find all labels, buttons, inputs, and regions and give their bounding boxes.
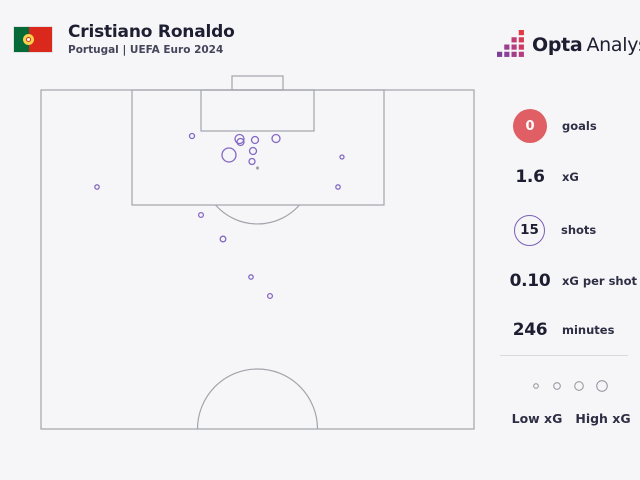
brand-word-opta: Opta [532,33,583,56]
legend-high-xg-label: High xG [575,411,631,426]
stats-legend-divider [500,355,628,356]
stat-row-minutes: 246 minutes [498,319,615,341]
shot-marker [221,147,237,163]
portugal-flag [14,27,52,52]
minutes-value: 246 [512,320,548,340]
xg-per-shot-label: xG per shot [562,274,637,288]
penalty-box [131,89,385,206]
brand-word-analyst: Analyst [586,33,640,56]
legend-size-circles-group [533,380,608,392]
legend-size-circle [553,382,561,390]
legend-size-circle [574,381,584,391]
penalty-arc [215,204,300,225]
page-title: Cristiano Ronaldo [68,22,235,42]
legend-size-circle [596,380,608,392]
minutes-label: minutes [562,323,615,337]
flag-emblem-shield [26,37,31,42]
shot-marker [250,135,260,145]
stat-row-shots: 15 shots [498,214,596,246]
flag-green-band [14,27,29,52]
shot-marker [236,137,245,147]
stat-row-xg-per-shot: 0.10 xG per shot [498,270,637,292]
pitch-boundary-line [40,89,475,430]
shot-marker [248,157,256,166]
shot-markers-group [94,132,345,300]
flag-red-band [29,27,52,52]
shot-marker [248,274,254,280]
goals-badge: 0 [513,109,547,143]
stat-row-xg: 1.6 xG [498,166,579,188]
legend-low-xg-label: Low xG [511,411,563,426]
shot-marker [94,184,100,190]
shots-badge: 15 [514,214,545,246]
xg-value: 1.6 [515,167,545,187]
shot-marker [234,133,245,145]
opta-analyst-wordmark: OptaAnalyst [532,34,640,56]
stat-row-goals: 0 goals [498,109,597,143]
opta-pixel-bars-icon [497,30,524,57]
centre-circle-arc [196,368,319,430]
shot-marker [248,146,258,156]
flag-emblem [23,34,34,45]
opta-analyst-logo: OptaAnalyst [497,30,640,59]
shot-marker [335,184,341,190]
page-subtitle: Portugal | UEFA Euro 2024 [68,44,224,56]
xg-label: xG [562,170,579,184]
shot-marker [271,133,281,144]
goal-frame [231,75,284,91]
shot-marker [219,235,227,243]
shot-marker [188,132,196,140]
shots-label: shots [561,223,597,237]
goals-label: goals [562,119,597,133]
legend-size-circle [533,383,539,389]
penalty-spot [255,166,260,170]
six-yard-box [200,89,315,132]
shot-marker [197,211,205,219]
xg-per-shot-value: 0.10 [509,271,551,291]
shot-marker [266,292,274,300]
shot-marker [339,154,345,160]
